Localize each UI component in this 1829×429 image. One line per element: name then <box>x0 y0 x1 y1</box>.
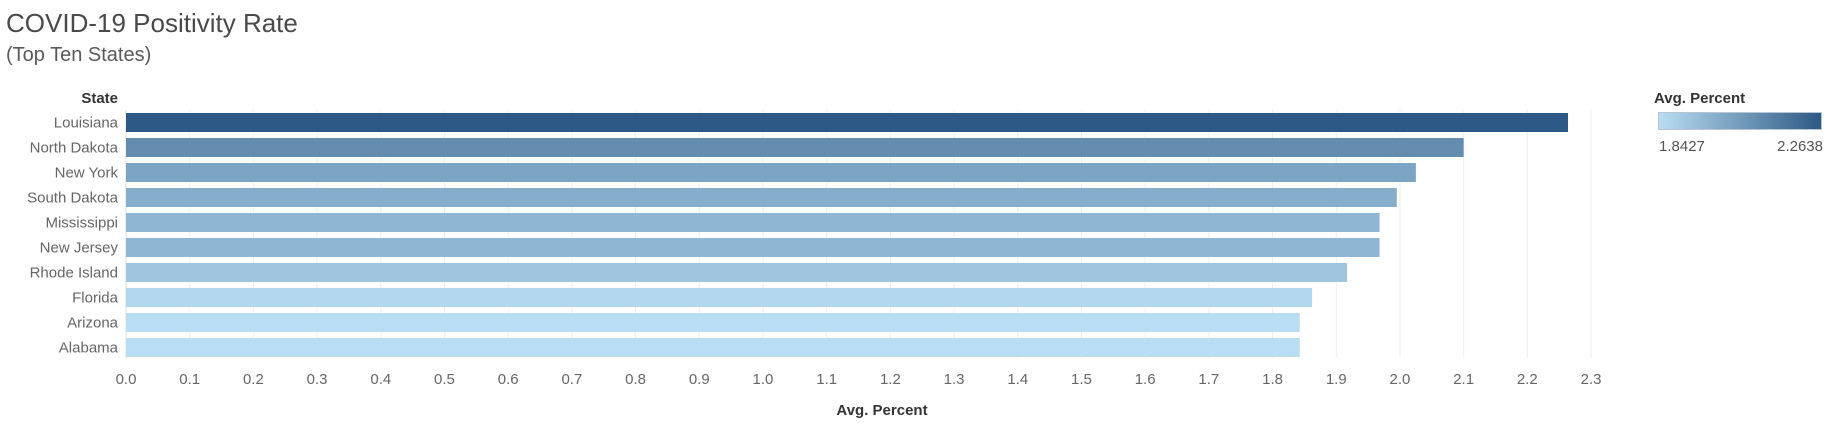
category-label: New Jersey <box>40 240 119 257</box>
category-label: Arizona <box>67 315 119 332</box>
bar[interactable] <box>126 338 1300 357</box>
category-label: Alabama <box>59 340 119 357</box>
x-tick-label: 2.0 <box>1390 371 1411 388</box>
x-tick-label: 2.2 <box>1517 371 1538 388</box>
x-tick-label: 1.0 <box>753 371 774 388</box>
chart-title: COVID-19 Positivity Rate <box>6 8 298 38</box>
x-axis-label: Avg. Percent <box>836 402 927 419</box>
x-tick-label: 0.5 <box>434 371 455 388</box>
legend-max-label: 2.2638 <box>1777 138 1823 155</box>
x-tick-label: 0.6 <box>498 371 519 388</box>
x-tick-label: 1.7 <box>1198 371 1219 388</box>
chart-subtitle: (Top Ten States) <box>6 44 152 66</box>
x-tick-label: 1.2 <box>880 371 901 388</box>
category-label: Florida <box>72 290 119 307</box>
bar[interactable] <box>126 188 1397 207</box>
category-label: South Dakota <box>27 190 119 207</box>
x-tick-label: 0.3 <box>307 371 328 388</box>
x-tick-label: 1.1 <box>816 371 837 388</box>
bar[interactable] <box>126 138 1464 157</box>
bar[interactable] <box>126 163 1416 182</box>
x-tick-label: 2.1 <box>1453 371 1474 388</box>
x-tick-label: 1.8 <box>1262 371 1283 388</box>
legend-min-label: 1.8427 <box>1659 138 1705 155</box>
bar[interactable] <box>126 313 1300 332</box>
row-header-label: State <box>81 90 118 107</box>
category-label: North Dakota <box>30 140 119 157</box>
x-tick-label: 0.2 <box>243 371 264 388</box>
category-label: New York <box>55 165 119 182</box>
x-tick-label: 1.9 <box>1326 371 1347 388</box>
category-label: Rhode Island <box>30 265 118 282</box>
x-tick-label: 1.5 <box>1071 371 1092 388</box>
x-tick-label: 0.7 <box>561 371 582 388</box>
bar[interactable] <box>126 113 1568 132</box>
bar[interactable] <box>126 288 1313 307</box>
x-tick-label: 2.3 <box>1581 371 1602 388</box>
x-tick-label: 1.4 <box>1007 371 1028 388</box>
x-tick-label: 0.9 <box>689 371 710 388</box>
category-label: Mississippi <box>45 215 118 232</box>
x-tick-label: 0.1 <box>179 371 200 388</box>
x-tick-label: 0.0 <box>116 371 137 388</box>
bar[interactable] <box>126 213 1380 232</box>
x-tick-label: 0.8 <box>625 371 646 388</box>
legend-color-ramp[interactable] <box>1658 112 1822 130</box>
x-tick-label: 1.3 <box>944 371 965 388</box>
x-tick-label: 0.4 <box>370 371 391 388</box>
bar[interactable] <box>126 238 1380 257</box>
bar[interactable] <box>126 263 1348 282</box>
category-label: Louisiana <box>54 115 119 132</box>
x-tick-label: 1.6 <box>1135 371 1156 388</box>
legend-title: Avg. Percent <box>1654 90 1746 107</box>
